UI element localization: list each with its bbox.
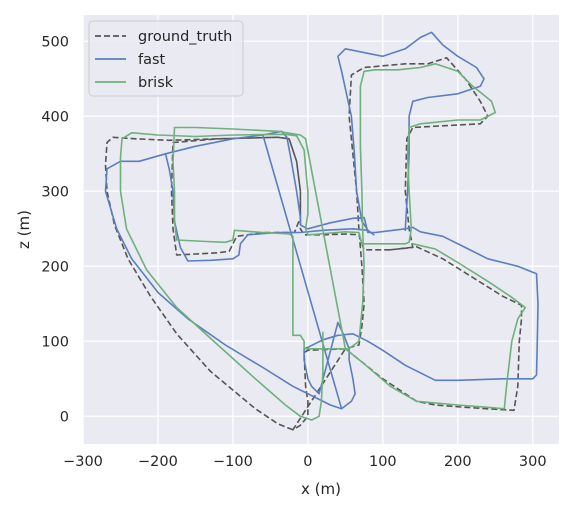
x-tick-label: 300: [519, 454, 547, 470]
x-tick-labels: −300 −200 −100 0 100 200 300: [63, 454, 547, 470]
y-tick-label: 0: [60, 409, 69, 425]
y-tick-label: 300: [41, 184, 69, 200]
y-tick-label: 100: [41, 334, 69, 350]
x-tick-label: −100: [213, 454, 253, 470]
y-tick-label: 500: [41, 34, 69, 50]
y-tick-label: 400: [41, 109, 69, 125]
x-tick-label: −300: [63, 454, 103, 470]
y-tick-labels: 0 100 200 300 400 500: [41, 34, 69, 425]
series-line-brisk: [119, 63, 527, 421]
legend-label: brisk: [138, 75, 174, 91]
legend-label: fast: [138, 52, 166, 68]
series-line-fast: [104, 31, 539, 410]
x-tick-label: 0: [303, 454, 312, 470]
x-tick-label: 100: [369, 454, 397, 470]
x-axis-label: x (m): [301, 480, 341, 498]
legend-label: ground_truth: [138, 29, 232, 45]
legend-box: [88, 20, 244, 97]
x-tick-label: 200: [444, 454, 472, 470]
series-layer: [104, 31, 539, 431]
y-axis-label: z (m): [15, 210, 33, 249]
y-tick-label: 200: [41, 259, 69, 275]
x-tick-label: −200: [138, 454, 178, 470]
